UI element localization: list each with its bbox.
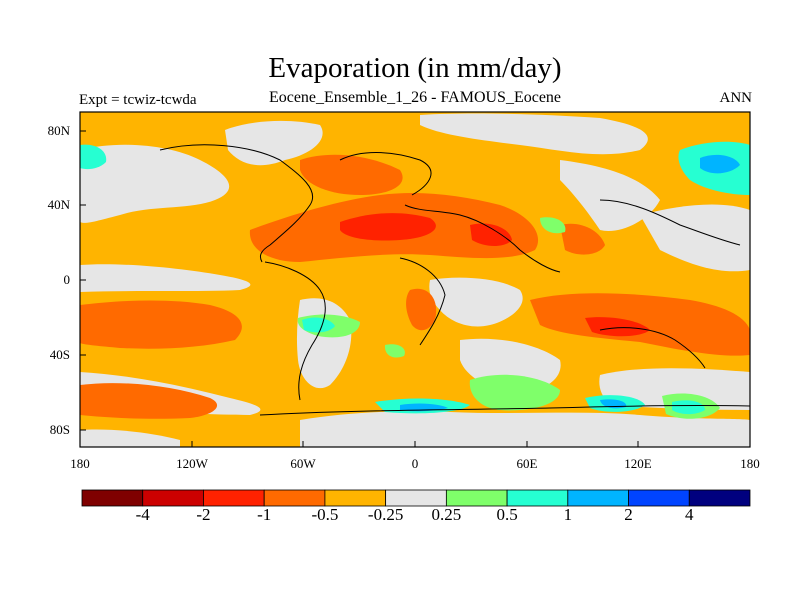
x-tick-label: 120W [176,456,208,471]
colorbar-swatch [324,489,387,507]
colorbar-label: 4 [685,505,694,524]
y-tick-label: 80S [49,422,70,437]
x-tick-label: 60E [516,456,538,471]
colorbar-swatch [445,489,508,507]
x-tick-label: 180 [70,456,90,471]
colorbar-label: -0.25 [367,505,404,524]
colorbar-label: -1 [257,505,272,524]
colorbar-label: -4 [135,505,150,524]
colorbar-label: -0.5 [311,505,339,524]
plot-title: Evaporation (in mm/day) [268,52,562,84]
colorbar-label: 2 [624,505,633,524]
x-tick-label: 0 [411,456,419,471]
x-tick-label: 180 [740,456,760,471]
colorbar-swatch [628,489,690,507]
colorbar-label: -2 [196,505,211,524]
colorbar-swatch [688,489,751,507]
y-tick-label: 80N [47,123,70,138]
experiment-label: Expt = tcwiz-tcwda [79,92,197,108]
colorbar-swatch [506,489,569,507]
season-label: ANN [719,90,753,106]
colorbar-swatch [567,489,629,507]
colorbar-swatch [385,489,447,507]
colorbar-swatch [203,489,265,507]
colorbar [81,489,751,507]
colorbar-label: 0.5 [496,505,518,524]
colorbar-swatch [263,489,326,507]
y-tick-label: 40N [47,197,70,212]
x-tick-label: 120E [624,456,652,471]
x-tick-label: 60W [290,456,316,471]
colorbar-swatch [81,489,144,507]
colorbar-label: 1 [563,505,573,524]
contour-fill [80,112,750,447]
colorbar-label: 0.25 [431,505,462,524]
colorbar-swatch [142,489,204,507]
y-tick-label: 40S [49,347,70,362]
y-tick-label: 0 [63,272,71,287]
ensemble-label: Eocene_Ensemble_1_26 - FAMOUS_Eocene [268,89,562,106]
tick-marks [80,130,639,447]
